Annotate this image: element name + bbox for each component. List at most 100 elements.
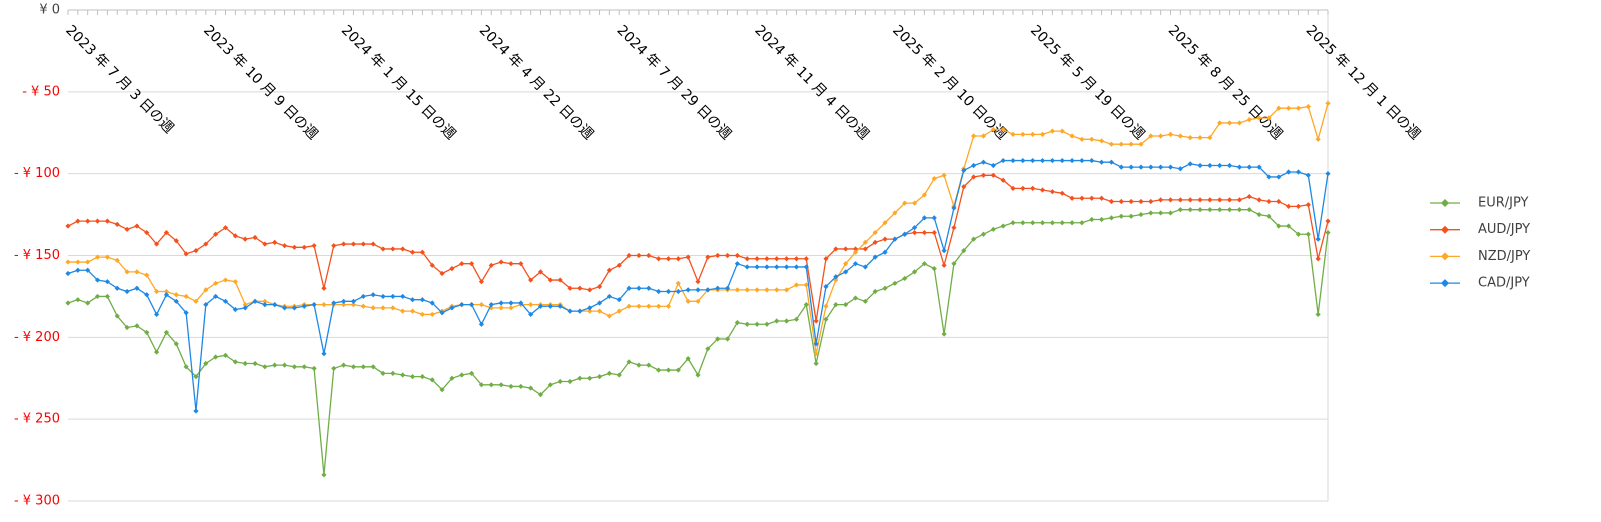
data-point [931,229,937,236]
data-point [518,300,524,306]
data-point [1049,128,1055,134]
data-point [1256,115,1262,121]
data-point [675,256,681,262]
data-point [478,302,485,308]
data-point [124,288,130,295]
data-point [468,370,475,376]
data-point [1236,120,1243,126]
data-point [961,247,967,254]
data-point [803,256,809,262]
data-point [439,270,445,277]
x-tick-label: 2025 年 12 月 1 日の週 [1303,22,1424,143]
data-point [222,277,229,283]
data-point [1010,131,1016,137]
data-point [1217,120,1223,126]
data-point [882,236,888,242]
data-point [439,387,445,393]
data-point [705,346,711,352]
series-line [67,209,1329,475]
data-point [134,285,140,291]
data-point [321,302,327,308]
data-point [409,249,416,255]
data-point [400,372,406,378]
data-point [843,261,849,267]
data-point [252,298,258,304]
data-point [1197,197,1203,203]
data-point [528,277,534,283]
data-point [1089,157,1095,164]
data-point [1197,135,1203,141]
data-point [990,172,996,178]
data-point [1177,197,1183,203]
data-point [596,308,603,314]
data-point [124,226,130,232]
data-point [1315,236,1321,242]
data-point [971,174,977,180]
data-point [941,247,947,254]
data-point [783,264,790,270]
data-point [1197,162,1203,169]
data-point [1059,190,1065,196]
data-point [626,252,632,259]
data-point [390,305,396,311]
data-point [370,292,376,298]
data-point [65,300,71,306]
data-point [1266,174,1272,180]
data-point [1020,185,1026,191]
data-point [547,303,553,309]
data-point [1207,135,1213,141]
data-point [272,302,278,308]
legend-marker [1441,225,1449,234]
data-point [1295,203,1302,209]
data-point [213,280,219,286]
data-point [971,162,977,169]
data-point [1069,220,1075,226]
data-point [1079,136,1085,142]
y-tick-label: - ¥ 200 [14,330,60,345]
data-point [783,287,790,293]
data-point [1315,311,1321,318]
data-point [843,246,849,252]
data-point [705,254,711,260]
data-point [980,231,987,237]
data-point [1158,197,1164,203]
data-point [1079,157,1085,164]
data-point [764,256,770,262]
data-point [675,288,681,295]
data-point [508,300,514,306]
data-point [754,256,760,262]
x-tick-label: 2023 年 10 月 9 日の週 [200,22,321,143]
data-point [646,285,652,291]
data-point [843,269,849,275]
data-point [350,364,357,370]
data-point [1000,157,1006,164]
data-point [911,229,918,236]
data-point [1207,162,1213,169]
data-point [1128,141,1134,147]
data-point [793,264,800,270]
data-point [931,265,937,272]
data-point [232,306,238,313]
data-point [705,287,711,293]
data-point [1167,164,1174,170]
data-point [872,288,878,295]
data-point [380,246,386,252]
data-point [715,336,721,342]
data-point [291,244,298,250]
data-point [1108,141,1115,147]
data-point [1305,103,1311,110]
data-point [321,472,327,478]
data-point [468,302,475,308]
data-point [1108,159,1115,165]
data-point [291,364,298,370]
data-point [1128,164,1134,170]
data-point [774,256,780,262]
data-point [1226,207,1233,213]
data-point [104,279,110,285]
data-point [370,364,376,370]
data-point [754,264,760,270]
data-point [272,239,278,246]
data-point [695,279,701,285]
data-point [1177,133,1183,139]
data-point [341,302,347,308]
